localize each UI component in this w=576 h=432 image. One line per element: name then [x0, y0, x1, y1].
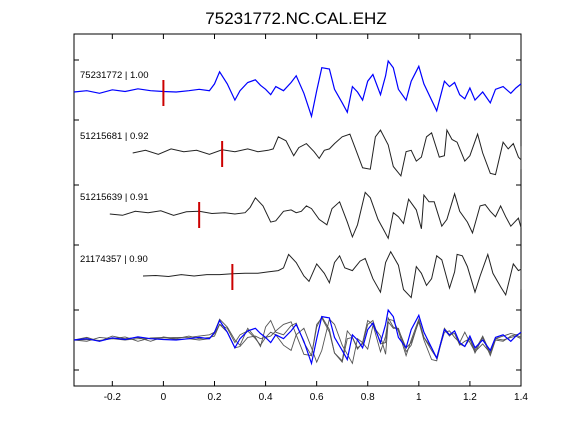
x-tick-label: 1.2	[463, 392, 477, 403]
trace-label: 51215681 | 0.92	[80, 131, 149, 142]
trace-line	[109, 191, 522, 240]
x-tick-label: 0.8	[361, 392, 375, 403]
chart-title: 75231772.NC.CAL.EHZ	[205, 9, 386, 28]
x-tick-label: 0	[161, 392, 167, 403]
x-tick-label: -0.2	[104, 392, 122, 403]
x-tick-label: 1	[416, 392, 422, 403]
trace-label: 51215639 | 0.91	[80, 192, 149, 203]
x-tick-label: 0.2	[208, 392, 222, 403]
trace-line	[142, 250, 522, 299]
x-tick-label: 1.4	[514, 392, 528, 403]
trace-line	[73, 59, 522, 119]
x-tick-label: 0.4	[259, 392, 273, 403]
x-tick-label: 0.6	[310, 392, 324, 403]
overlay-trace-line	[73, 315, 522, 362]
trace-line	[132, 128, 522, 178]
x-axis: -0.2 0 0.2 0.4 0.6 0.8 1 1.2 1.4	[74, 34, 528, 403]
trace-stack: 75231772 | 1.00 51215681 | 0.92 51215639 |…	[73, 59, 522, 299]
overlay-trace-line	[73, 308, 522, 366]
overlay-traces	[73, 308, 522, 366]
trace-label: 75231772 | 1.00	[80, 70, 149, 81]
trace-label: 21174357 | 0.90	[80, 254, 148, 265]
